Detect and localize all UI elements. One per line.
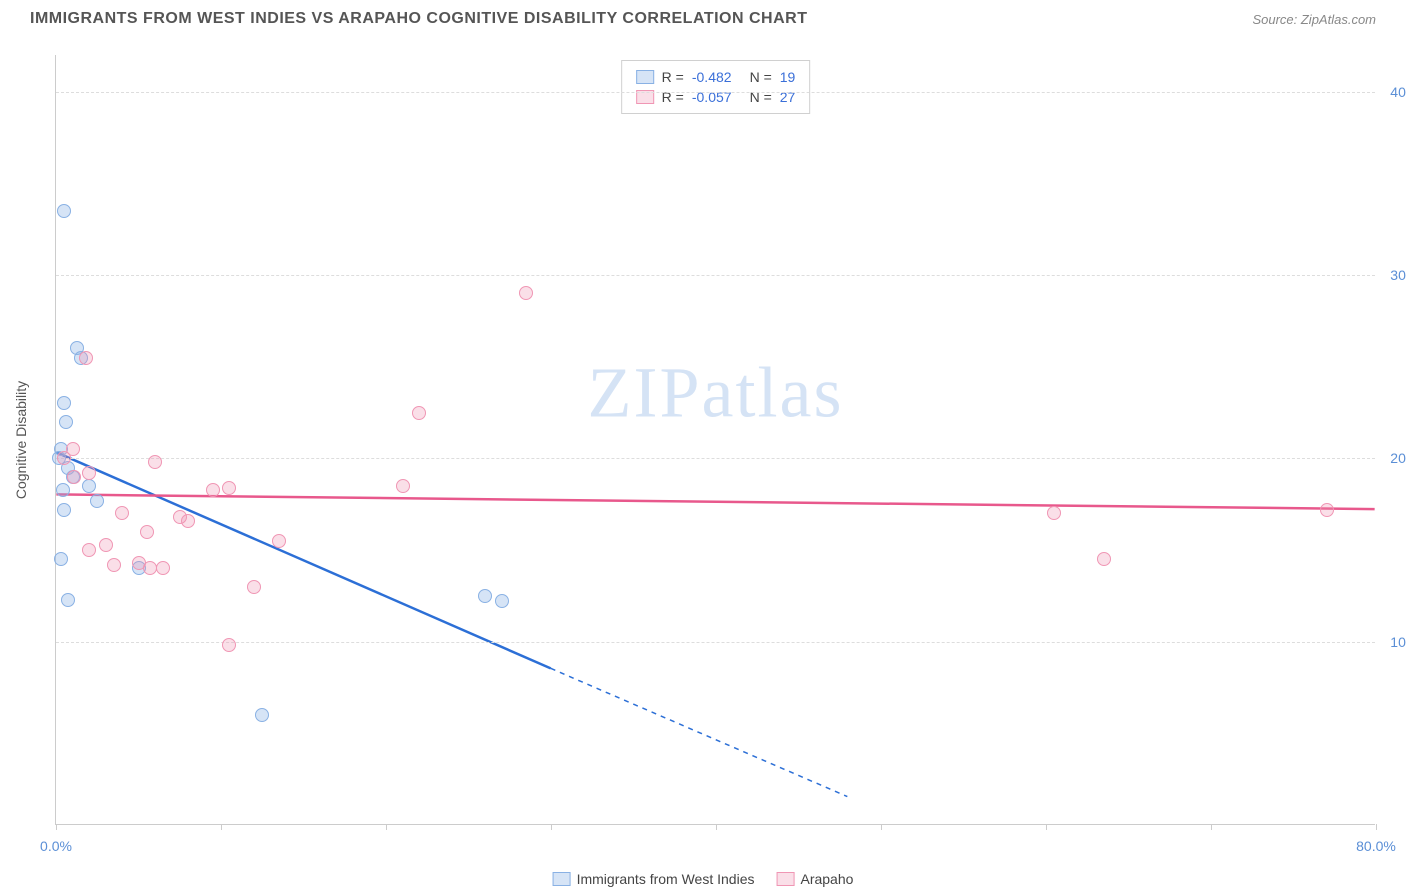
data-point <box>148 455 162 469</box>
trend-line <box>56 494 1374 509</box>
data-point <box>82 466 96 480</box>
legend-r-label: R = <box>662 69 684 85</box>
data-point <box>247 580 261 594</box>
data-point <box>99 538 113 552</box>
data-point <box>56 483 70 497</box>
data-point <box>156 561 170 575</box>
x-tick <box>716 824 717 830</box>
data-point <box>495 594 509 608</box>
y-axis-label: Cognitive Disability <box>13 380 29 498</box>
data-point <box>396 479 410 493</box>
trend-line-extrapolated <box>551 668 848 796</box>
gridline <box>56 642 1375 643</box>
data-point <box>61 593 75 607</box>
data-point <box>82 543 96 557</box>
x-tick <box>1211 824 1212 830</box>
legend-swatch <box>553 872 571 886</box>
data-point <box>57 503 71 517</box>
data-point <box>412 406 426 420</box>
data-point <box>140 525 154 539</box>
legend-r-value: -0.482 <box>692 69 732 85</box>
source-attribution: Source: ZipAtlas.com <box>1252 12 1376 27</box>
x-tick <box>551 824 552 830</box>
data-point <box>115 506 129 520</box>
chart-title: IMMIGRANTS FROM WEST INDIES VS ARAPAHO C… <box>30 10 807 28</box>
correlation-legend: R = -0.482 N = 19 R =-0.057N =27 <box>621 60 811 114</box>
x-tick <box>56 824 57 830</box>
data-point <box>1047 506 1061 520</box>
legend-n-label: N = <box>750 69 772 85</box>
data-point <box>79 351 93 365</box>
legend-series-name: Arapaho <box>800 871 853 887</box>
data-point <box>255 708 269 722</box>
trend-line <box>56 452 550 668</box>
data-point <box>67 470 81 484</box>
gridline <box>56 458 1375 459</box>
x-tick <box>881 824 882 830</box>
data-point <box>478 589 492 603</box>
gridline <box>56 275 1375 276</box>
data-point <box>222 638 236 652</box>
x-tick-label: 80.0% <box>1356 838 1396 854</box>
data-point <box>82 479 96 493</box>
data-point <box>54 552 68 566</box>
data-point <box>143 561 157 575</box>
legend-n-value: 19 <box>780 69 796 85</box>
legend-series-name: Immigrants from West Indies <box>577 871 755 887</box>
y-tick-label: 40.0% <box>1390 84 1406 100</box>
chart-plot-area: Cognitive Disability ZIPatlas R =-0.482N… <box>55 55 1375 825</box>
data-point <box>59 415 73 429</box>
data-point <box>206 483 220 497</box>
chart-header: IMMIGRANTS FROM WEST INDIES VS ARAPAHO C… <box>0 0 1406 28</box>
x-tick <box>221 824 222 830</box>
data-point <box>222 481 236 495</box>
x-tick <box>1376 824 1377 830</box>
data-point <box>57 204 71 218</box>
x-tick <box>386 824 387 830</box>
data-point <box>272 534 286 548</box>
gridline <box>56 92 1375 93</box>
data-point <box>1097 552 1111 566</box>
data-point <box>519 286 533 300</box>
data-point <box>181 514 195 528</box>
y-tick-label: 20.0% <box>1390 450 1406 466</box>
legend-item: Arapaho <box>776 871 853 887</box>
trend-lines-svg <box>56 55 1375 824</box>
x-tick-label: 0.0% <box>40 838 72 854</box>
series-legend: Immigrants from West Indies Arapaho <box>553 871 854 887</box>
data-point <box>107 558 121 572</box>
y-tick-label: 30.0% <box>1390 267 1406 283</box>
data-point <box>90 494 104 508</box>
legend-swatch <box>636 70 654 84</box>
data-point <box>57 396 71 410</box>
legend-row: R =-0.057N =27 <box>636 87 796 107</box>
legend-swatch <box>776 872 794 886</box>
data-point <box>1320 503 1334 517</box>
legend-item: Immigrants from West Indies <box>553 871 755 887</box>
legend-row: R = -0.482 N = 19 <box>636 67 796 87</box>
data-point <box>57 451 71 465</box>
x-tick <box>1046 824 1047 830</box>
y-tick-label: 10.0% <box>1390 634 1406 650</box>
